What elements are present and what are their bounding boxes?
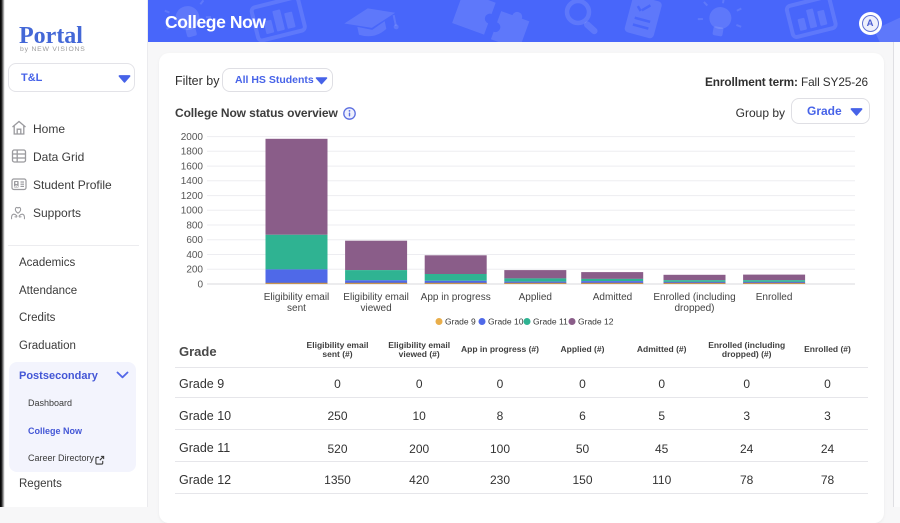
svg-text:0: 0 <box>197 279 203 290</box>
svg-text:600: 600 <box>186 235 203 246</box>
svg-text:1600: 1600 <box>181 162 204 173</box>
svg-text:Grade 11: Grade 11 <box>533 317 568 327</box>
svg-text:1200: 1200 <box>181 191 204 202</box>
svg-text:Grade 9: Grade 9 <box>445 317 476 327</box>
svg-text:1800: 1800 <box>181 147 204 158</box>
svg-text:App in progress: App in progress <box>421 292 491 303</box>
svg-text:dropped): dropped) <box>674 303 714 314</box>
svg-text:Applied: Applied <box>519 292 552 303</box>
svg-text:800: 800 <box>186 220 203 231</box>
svg-text:Admitted: Admitted <box>593 292 632 303</box>
svg-text:Enrolled (including: Enrolled (including <box>653 292 735 303</box>
svg-text:Grade 12: Grade 12 <box>578 317 614 327</box>
svg-text:Eligibility email: Eligibility email <box>343 292 409 303</box>
svg-text:200: 200 <box>186 265 203 276</box>
svg-text:400: 400 <box>186 250 203 261</box>
svg-text:Enrolled: Enrolled <box>756 292 793 303</box>
svg-text:viewed: viewed <box>361 303 392 314</box>
svg-text:2000: 2000 <box>181 132 204 143</box>
svg-text:1400: 1400 <box>181 176 204 187</box>
svg-text:Grade 10: Grade 10 <box>488 317 524 327</box>
svg-text:Eligibility email: Eligibility email <box>264 292 330 303</box>
svg-text:sent: sent <box>287 303 306 314</box>
svg-text:1000: 1000 <box>181 206 204 217</box>
